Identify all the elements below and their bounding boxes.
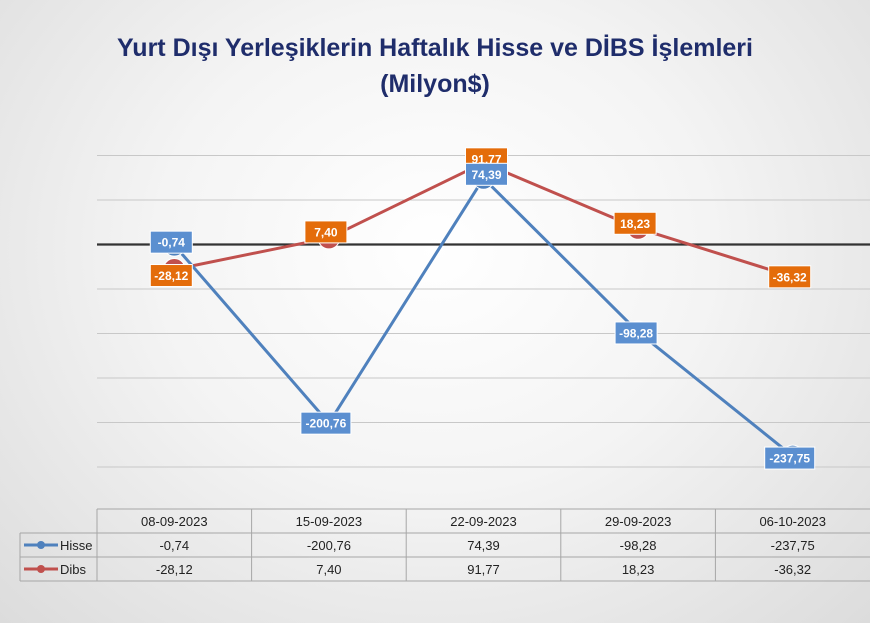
- legend-marker-dibs: [37, 565, 45, 573]
- data-label-dibs: -36,32: [773, 270, 807, 284]
- data-label-dibs: 18,23: [620, 217, 650, 231]
- data-label-hisse: -237,75: [769, 452, 810, 466]
- table-cell: -200,76: [307, 538, 351, 553]
- data-label-hisse: 74,39: [471, 168, 501, 182]
- data-label-hisse: -98,28: [619, 326, 653, 340]
- legend-label-hisse: Hisse: [60, 538, 93, 553]
- chart-title-line2: (Milyon$): [380, 70, 490, 98]
- data-label-box-dibs: [613, 211, 657, 235]
- table-cell: -98,28: [620, 538, 657, 553]
- legend-marker-hisse: [37, 541, 45, 549]
- data-label-box-hisse: [764, 446, 816, 470]
- table-cell: -237,75: [771, 538, 815, 553]
- data-label-box-dibs: [768, 265, 812, 289]
- legend-label-dibs: Dibs: [60, 562, 87, 577]
- data-label-dibs: 7,40: [314, 225, 338, 239]
- gridlines: [97, 155, 870, 468]
- table-cell: -36,32: [774, 562, 811, 577]
- table-cell: 91,77: [467, 562, 500, 577]
- data-label-box-dibs: [149, 264, 193, 288]
- markers: [162, 151, 805, 468]
- chart-title: Yurt Dışı Yerleşiklerin Haftalık Hisse v…: [0, 30, 870, 102]
- data-table: 08-09-2023 15-09-2023 22-09-2023 29-09-2023…: [19, 508, 870, 582]
- data-label-box-dibs: [304, 220, 348, 244]
- data-labels: -28,127,4091,7718,23-36,32-0,74-200,7674…: [149, 147, 816, 470]
- table-cell: 74,39: [467, 538, 500, 553]
- series-lines: [173, 161, 794, 458]
- table-header-cell: 22-09-2023: [450, 514, 517, 529]
- table-cell: -28,12: [156, 562, 193, 577]
- table-cell: -0,74: [159, 538, 189, 553]
- table-cell: 7,40: [316, 562, 341, 577]
- data-label-hisse: -200,76: [306, 417, 347, 431]
- table-header-cell: 08-09-2023: [141, 514, 208, 529]
- table-header-cell: 29-09-2023: [605, 514, 672, 529]
- chart-title-line1: Yurt Dışı Yerleşiklerin Haftalık Hisse v…: [117, 34, 753, 62]
- data-label-box-hisse: [149, 230, 193, 254]
- data-label-box-hisse: [465, 162, 508, 186]
- data-label-hisse: -0,74: [158, 236, 186, 250]
- table-header-cell: 06-10-2023: [759, 514, 826, 529]
- table-header-cell: 15-09-2023: [296, 514, 363, 529]
- data-label-box-hisse: [300, 411, 352, 435]
- data-label-box-hisse: [614, 321, 658, 345]
- series-line-hisse: [173, 176, 794, 458]
- data-label-dibs: -28,12: [154, 269, 188, 283]
- table-cell: 18,23: [622, 562, 655, 577]
